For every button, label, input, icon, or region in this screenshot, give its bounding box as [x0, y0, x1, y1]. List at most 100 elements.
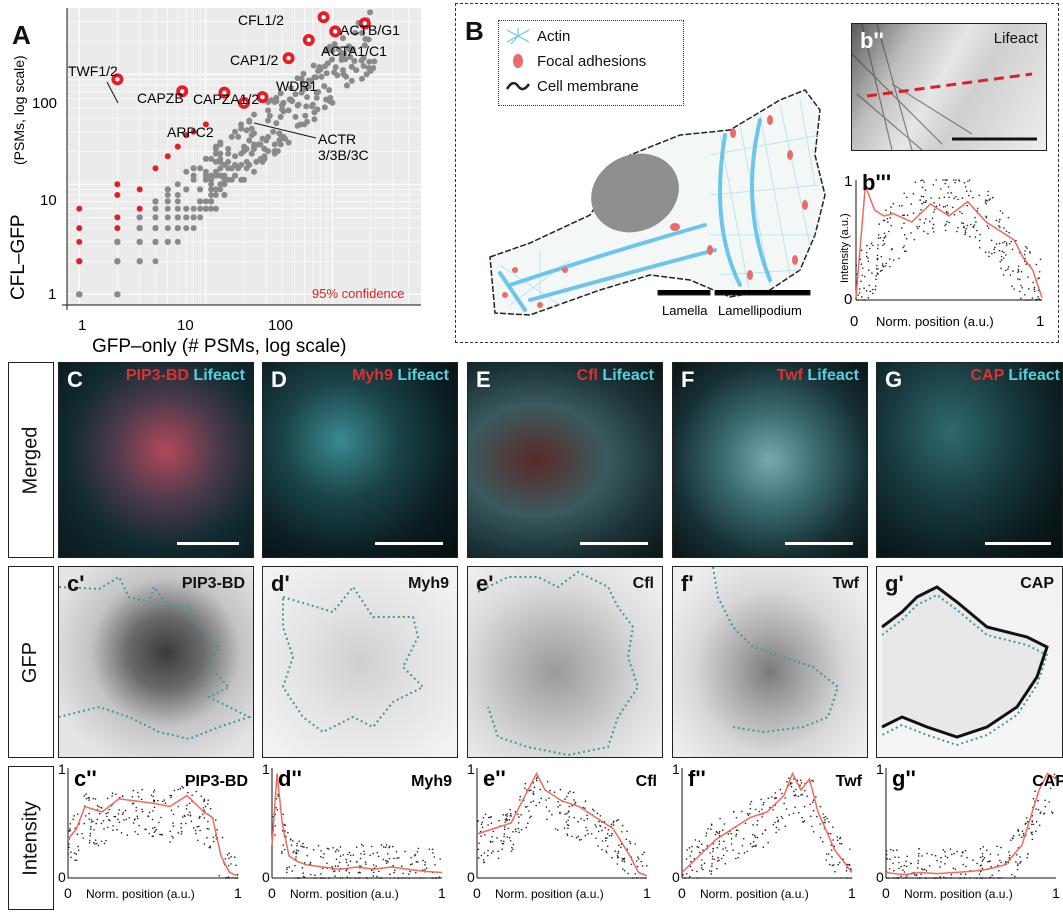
- raw-point: [159, 833, 161, 836]
- raw-point: [950, 873, 953, 876]
- raw-point: [417, 861, 419, 863]
- raw-point: [385, 862, 388, 864]
- data-point: [174, 181, 181, 188]
- data-point: [114, 181, 121, 188]
- raw-point: [326, 847, 329, 850]
- raw-point: [623, 869, 626, 872]
- raw-point: [363, 850, 365, 853]
- raw-point: [972, 226, 975, 229]
- y-tick-1: 1: [262, 761, 270, 777]
- raw-point: [839, 877, 842, 879]
- data-point: [152, 225, 159, 232]
- raw-point: [1008, 854, 1011, 857]
- raw-point: [572, 791, 575, 794]
- raw-point: [756, 819, 759, 822]
- data-point: [164, 186, 171, 193]
- raw-point: [811, 779, 813, 782]
- raw-point: [961, 222, 963, 224]
- raw-point: [106, 815, 108, 818]
- raw-point: [232, 877, 234, 879]
- x-tick-0: 0: [64, 885, 72, 901]
- raw-point: [320, 850, 322, 852]
- raw-point: [882, 239, 885, 242]
- raw-point: [923, 181, 925, 183]
- raw-point: [903, 864, 906, 867]
- data-point: [183, 225, 190, 232]
- raw-point: [359, 871, 361, 874]
- data-point: [302, 112, 309, 119]
- raw-point: [111, 792, 114, 794]
- profile-line: [855, 185, 1043, 298]
- x-axis-label: Norm. position (a.u.): [86, 887, 195, 901]
- raw-point: [504, 818, 507, 821]
- raw-point: [530, 815, 532, 818]
- raw-point: [932, 183, 935, 186]
- gfp-title-d: Myh9: [408, 575, 449, 592]
- raw-point: [169, 841, 171, 843]
- raw-point: [1002, 274, 1005, 276]
- data-point: [208, 172, 215, 179]
- raw-point: [72, 818, 74, 821]
- raw-point: [1008, 242, 1011, 245]
- raw-point: [972, 859, 974, 862]
- raw-point: [306, 854, 308, 857]
- raw-point: [617, 852, 619, 854]
- raw-point: [684, 877, 686, 879]
- data-point: [136, 238, 143, 245]
- data-point: [265, 107, 272, 114]
- raw-point: [755, 808, 757, 811]
- raw-point: [587, 833, 589, 835]
- raw-point: [433, 856, 436, 858]
- raw-point: [112, 825, 114, 827]
- raw-point: [788, 814, 791, 816]
- raw-point: [148, 811, 151, 814]
- raw-point: [868, 284, 871, 287]
- raw-point: [997, 853, 999, 856]
- raw-point: [292, 851, 295, 854]
- data-point: [183, 186, 190, 193]
- data-point: [277, 141, 284, 148]
- data-point: [243, 158, 250, 165]
- data-point: [235, 165, 242, 172]
- raw-point: [892, 849, 895, 852]
- raw-point: [98, 812, 101, 815]
- data-point: [241, 143, 247, 150]
- raw-point: [548, 797, 550, 800]
- raw-point: [360, 852, 362, 855]
- raw-point: [586, 814, 588, 817]
- raw-point: [334, 865, 337, 867]
- label-actb: ACTB/G1: [340, 22, 400, 38]
- raw-point: [154, 830, 157, 832]
- raw-point: [599, 815, 602, 817]
- y-tick-0: 0: [672, 869, 680, 885]
- raw-point: [423, 877, 425, 879]
- hit-point-center: [222, 90, 227, 95]
- raw-point: [792, 778, 795, 780]
- raw-point: [206, 803, 209, 805]
- raw-point: [997, 877, 1000, 879]
- raw-point: [889, 858, 891, 860]
- raw-point: [538, 801, 541, 804]
- raw-point: [945, 223, 947, 225]
- raw-point: [512, 830, 514, 833]
- raw-point: [492, 830, 495, 833]
- raw-point: [726, 849, 728, 852]
- raw-point: [171, 835, 173, 838]
- raw-point: [372, 852, 374, 855]
- raw-point: [281, 830, 284, 832]
- raw-point: [1018, 834, 1021, 836]
- raw-point: [203, 798, 206, 801]
- y-tick-0: 0: [467, 869, 475, 885]
- raw-point: [416, 850, 419, 853]
- raw-point: [755, 844, 757, 847]
- data-point: [295, 101, 302, 108]
- b3-y1: 1: [844, 173, 852, 190]
- raw-point: [404, 850, 406, 853]
- raw-point: [169, 830, 172, 833]
- raw-point: [1027, 276, 1029, 278]
- raw-point: [882, 219, 885, 222]
- data-point: [76, 258, 83, 265]
- raw-point: [300, 845, 302, 847]
- raw-point: [885, 262, 888, 265]
